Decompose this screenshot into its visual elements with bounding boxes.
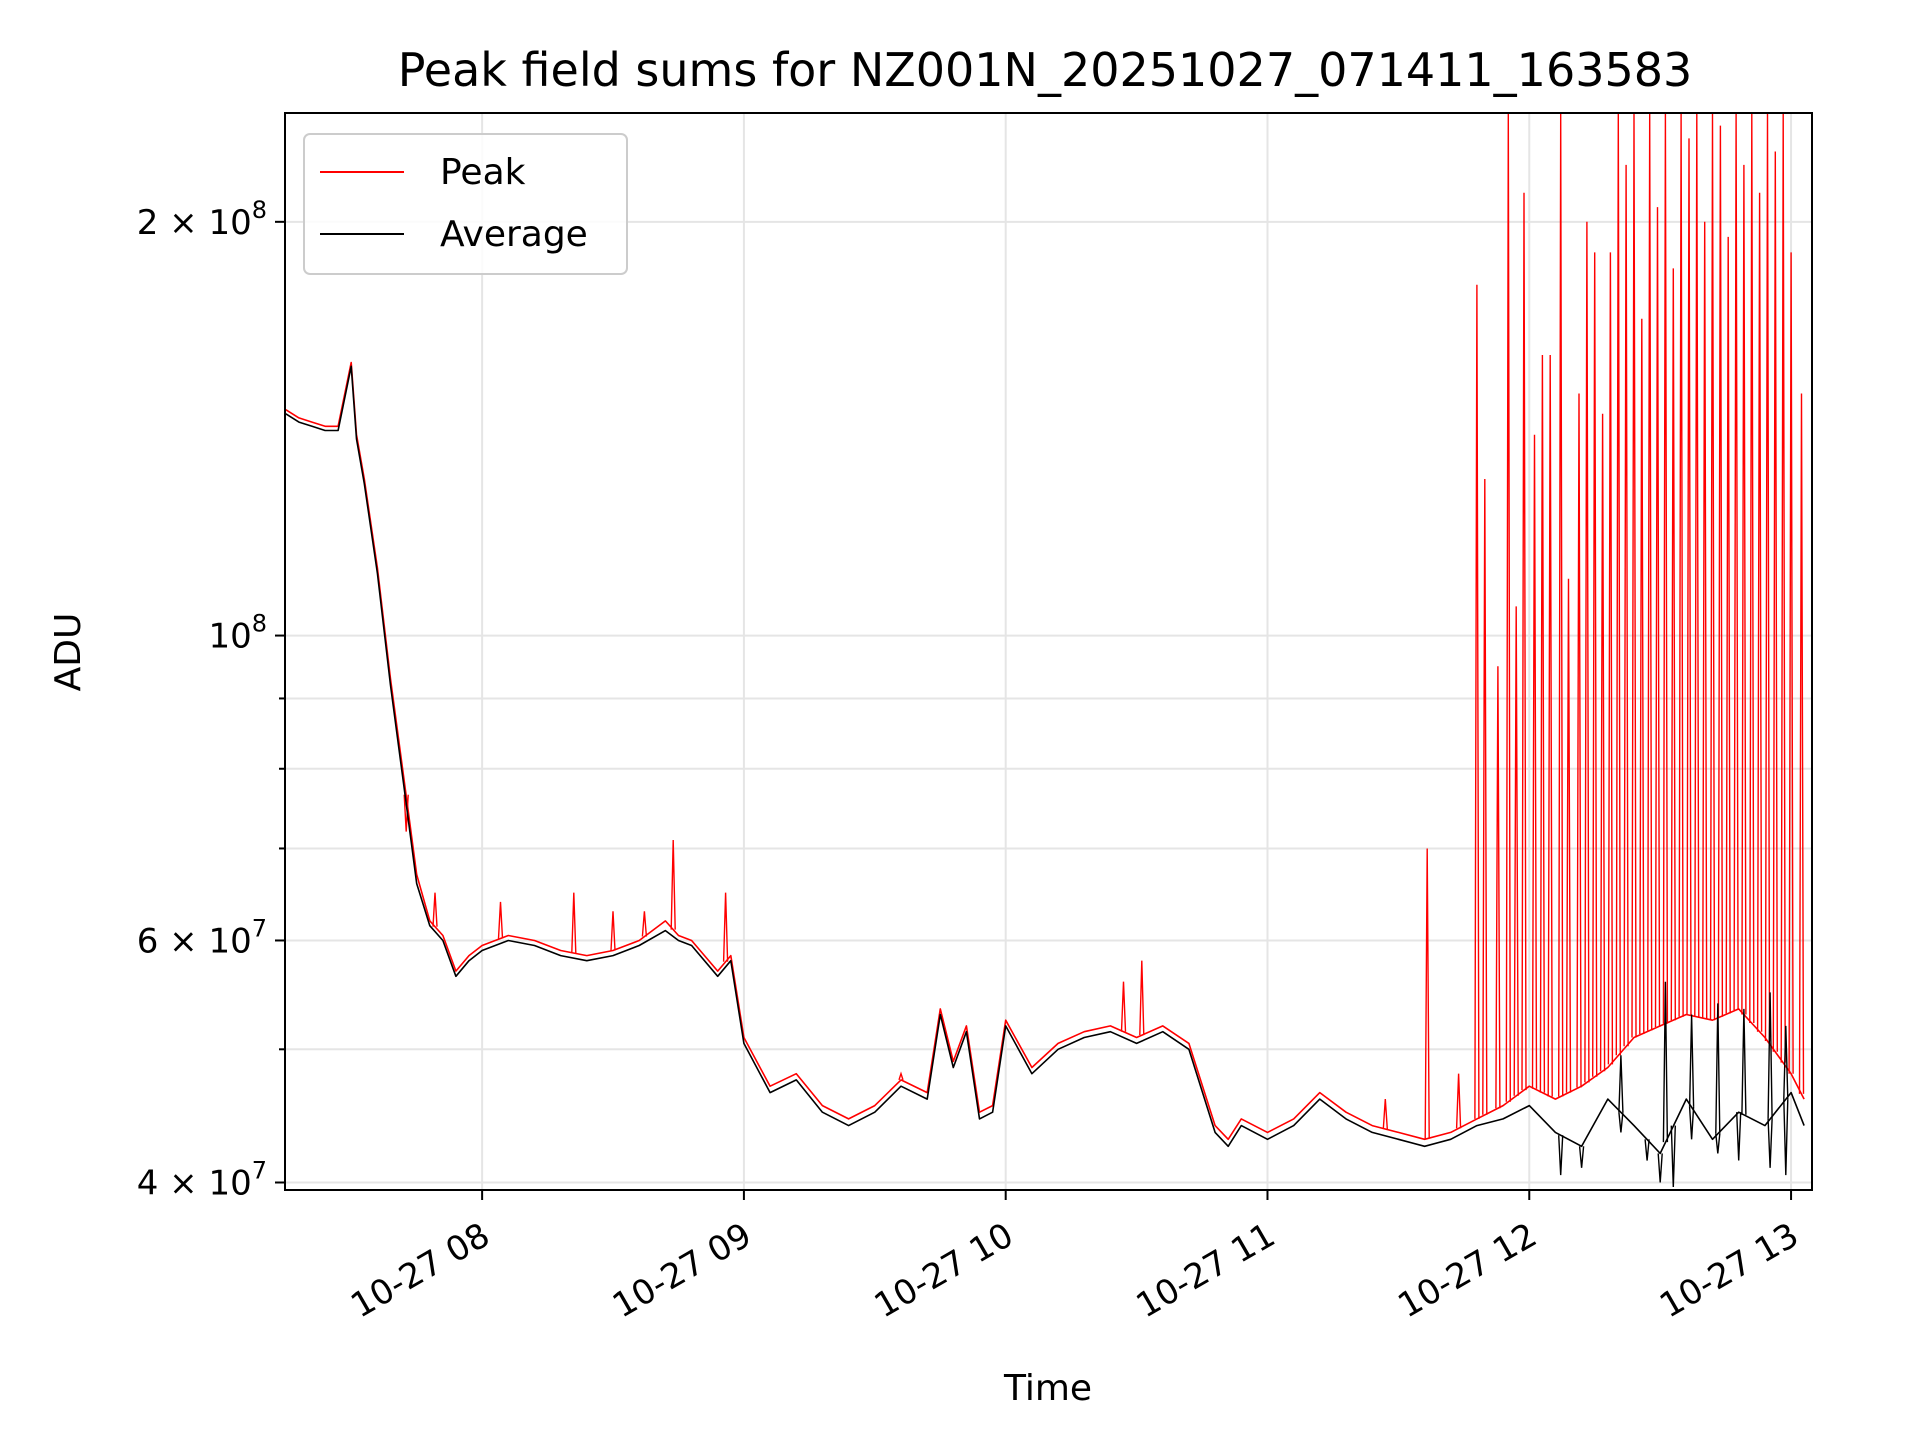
average-series-line bbox=[285, 365, 1805, 1155]
average-excursion bbox=[1715, 1003, 1721, 1134]
peak-spike bbox=[1599, 413, 1606, 1072]
peak-spike bbox=[1639, 318, 1645, 1035]
average-excursion bbox=[1688, 1014, 1695, 1107]
legend-average-label: Average bbox=[440, 214, 588, 255]
peak-spike bbox=[1678, 113, 1684, 1017]
plot-frame bbox=[284, 112, 1813, 1191]
peak-spike bbox=[1717, 125, 1724, 1017]
grid bbox=[285, 113, 1812, 1190]
y-axis-ticks: 4 × 107 6 × 107 108 2 × 108 bbox=[137, 196, 285, 1203]
peak-spike bbox=[1631, 113, 1637, 1038]
peak-series-line bbox=[285, 361, 1805, 1141]
y-tick-label: 4 × 107 bbox=[137, 1156, 267, 1203]
peak-spike bbox=[1749, 113, 1755, 1024]
peak-spike bbox=[1780, 113, 1786, 1063]
peak-spike bbox=[1615, 113, 1621, 1056]
peak-spike bbox=[1662, 113, 1669, 1024]
average-excursion bbox=[1783, 1099, 1789, 1176]
peak-spike bbox=[1521, 192, 1527, 1091]
average-excursion bbox=[1578, 1146, 1585, 1168]
peak-spike bbox=[1576, 393, 1582, 1088]
average-excursion bbox=[1662, 981, 1669, 1143]
peak-spike bbox=[1764, 113, 1771, 1042]
average-excursion bbox=[1767, 1118, 1773, 1168]
average-excursion bbox=[1670, 1125, 1676, 1188]
peak-spike bbox=[641, 911, 648, 937]
peak-spike bbox=[1139, 960, 1145, 1036]
chart-title: Peak field sums for NZ001N_20251027_0714… bbox=[398, 43, 1693, 97]
peak-spike bbox=[610, 911, 616, 951]
peak-spike bbox=[1772, 151, 1778, 1052]
peak-spike bbox=[1513, 606, 1519, 1096]
legend-box bbox=[303, 133, 628, 275]
peak-spike bbox=[1725, 236, 1731, 1014]
average-excursion bbox=[1767, 992, 1773, 1119]
peak-spike bbox=[1495, 666, 1501, 1109]
peak-spike bbox=[1623, 164, 1629, 1047]
peak-spike bbox=[1474, 284, 1480, 1119]
legend: Peak Average bbox=[303, 133, 628, 275]
peak-spike bbox=[1592, 252, 1598, 1077]
peak-spike bbox=[1741, 164, 1747, 1015]
peak-spike bbox=[1482, 478, 1488, 1115]
average-excursion bbox=[1644, 1139, 1650, 1161]
peak-spike bbox=[1756, 192, 1763, 1032]
peak-spike bbox=[1455, 1073, 1462, 1129]
peak-spike bbox=[1788, 252, 1794, 1074]
peak-spike bbox=[1565, 578, 1572, 1093]
peak-spike bbox=[1505, 113, 1511, 1102]
peak-spike bbox=[1709, 113, 1716, 1021]
peak-spike bbox=[1607, 252, 1614, 1065]
peak-spike bbox=[722, 892, 729, 962]
average-excursion bbox=[1736, 1112, 1742, 1161]
peak-spike bbox=[1670, 268, 1676, 1021]
peak-spike bbox=[497, 901, 504, 939]
y-tick-label: 6 × 107 bbox=[137, 914, 267, 961]
peak-spike bbox=[1686, 138, 1692, 1016]
average-excursion bbox=[1715, 1133, 1721, 1154]
average-excursion bbox=[1558, 1135, 1564, 1176]
peak-spike bbox=[1558, 113, 1564, 1097]
peak-spike bbox=[1584, 221, 1590, 1083]
average-excursion bbox=[1688, 1106, 1695, 1140]
legend-peak-label: Peak bbox=[440, 152, 526, 193]
peak-spike bbox=[1798, 393, 1805, 1094]
average-excursion bbox=[1618, 1112, 1624, 1133]
average-excursion bbox=[1618, 1055, 1624, 1113]
peak-spike bbox=[1547, 354, 1553, 1097]
peak-spike bbox=[670, 839, 676, 930]
x-axis-label: Time bbox=[1003, 1368, 1092, 1409]
peak-spike bbox=[1382, 1099, 1388, 1130]
peak-spike bbox=[1531, 434, 1538, 1089]
peak-spike bbox=[432, 892, 438, 927]
peak-spike bbox=[1120, 981, 1127, 1032]
series-group bbox=[285, 113, 1805, 1188]
peak-spike bbox=[571, 892, 577, 954]
y-tick-label: 108 bbox=[208, 610, 267, 657]
peak-spike bbox=[1702, 221, 1708, 1019]
peak-spike bbox=[1647, 113, 1653, 1031]
average-excursion bbox=[1783, 1025, 1789, 1100]
peak-spike bbox=[1733, 113, 1739, 1011]
average-excursion bbox=[1657, 1153, 1663, 1183]
y-tick-label: 2 × 108 bbox=[137, 196, 267, 243]
peak-spike bbox=[1539, 354, 1546, 1093]
average-excursion bbox=[1741, 1008, 1747, 1115]
peak-spike bbox=[403, 794, 409, 832]
peak-spike bbox=[898, 1071, 904, 1081]
peak-spike bbox=[1424, 848, 1430, 1139]
peak-spike bbox=[1654, 207, 1661, 1028]
y-axis-label: ADU bbox=[48, 613, 89, 692]
peak-spike bbox=[1694, 113, 1700, 1017]
